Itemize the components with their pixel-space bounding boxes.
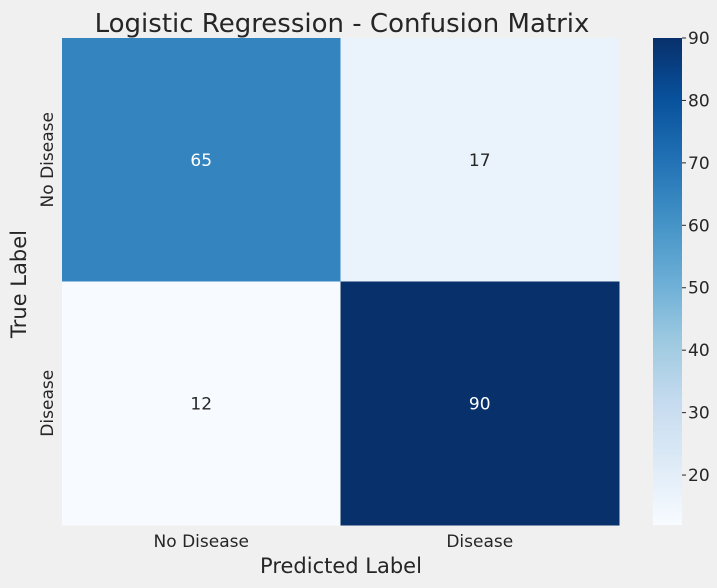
colorbar-tick-label: 20 [688, 466, 710, 486]
heatmap-cells [62, 38, 620, 526]
x-tick-labels: No Disease Disease [154, 532, 514, 552]
heatmap-cell [340, 281, 620, 526]
colorbar-tick-label: 90 [688, 29, 710, 49]
colorbar [653, 38, 682, 525]
chart-title: Logistic Regression - Confusion Matrix [95, 9, 590, 39]
heatmap-cell-labels: 65 17 12 90 [190, 151, 490, 415]
colorbar-tick-labels: 20 30 40 50 60 70 80 90 [682, 29, 710, 486]
cell-value-label: 90 [469, 394, 491, 414]
x-tick-label: Disease [446, 532, 513, 552]
y-tick-label: No Disease [38, 112, 58, 207]
colorbar-tick-label: 70 [688, 154, 710, 174]
y-tick-labels: No Disease Disease [38, 112, 58, 437]
heatmap-cell [62, 38, 341, 282]
cell-value-label: 65 [190, 151, 212, 171]
y-tick-label: Disease [38, 370, 58, 437]
colorbar-tick-label: 80 [688, 91, 710, 111]
cell-value-label: 12 [190, 394, 212, 414]
cell-value-label: 17 [469, 151, 491, 171]
x-axis-label: Predicted Label [260, 554, 422, 578]
colorbar-tick-label: 40 [688, 341, 710, 361]
y-axis-label: True Label [7, 230, 31, 339]
colorbar-tick-label: 30 [688, 404, 710, 424]
colorbar-tick-label: 50 [688, 279, 710, 299]
x-tick-label: No Disease [154, 532, 249, 552]
colorbar-tick-label: 60 [688, 216, 710, 236]
heatmap-cell [62, 281, 341, 526]
heatmap-cell [340, 38, 620, 282]
